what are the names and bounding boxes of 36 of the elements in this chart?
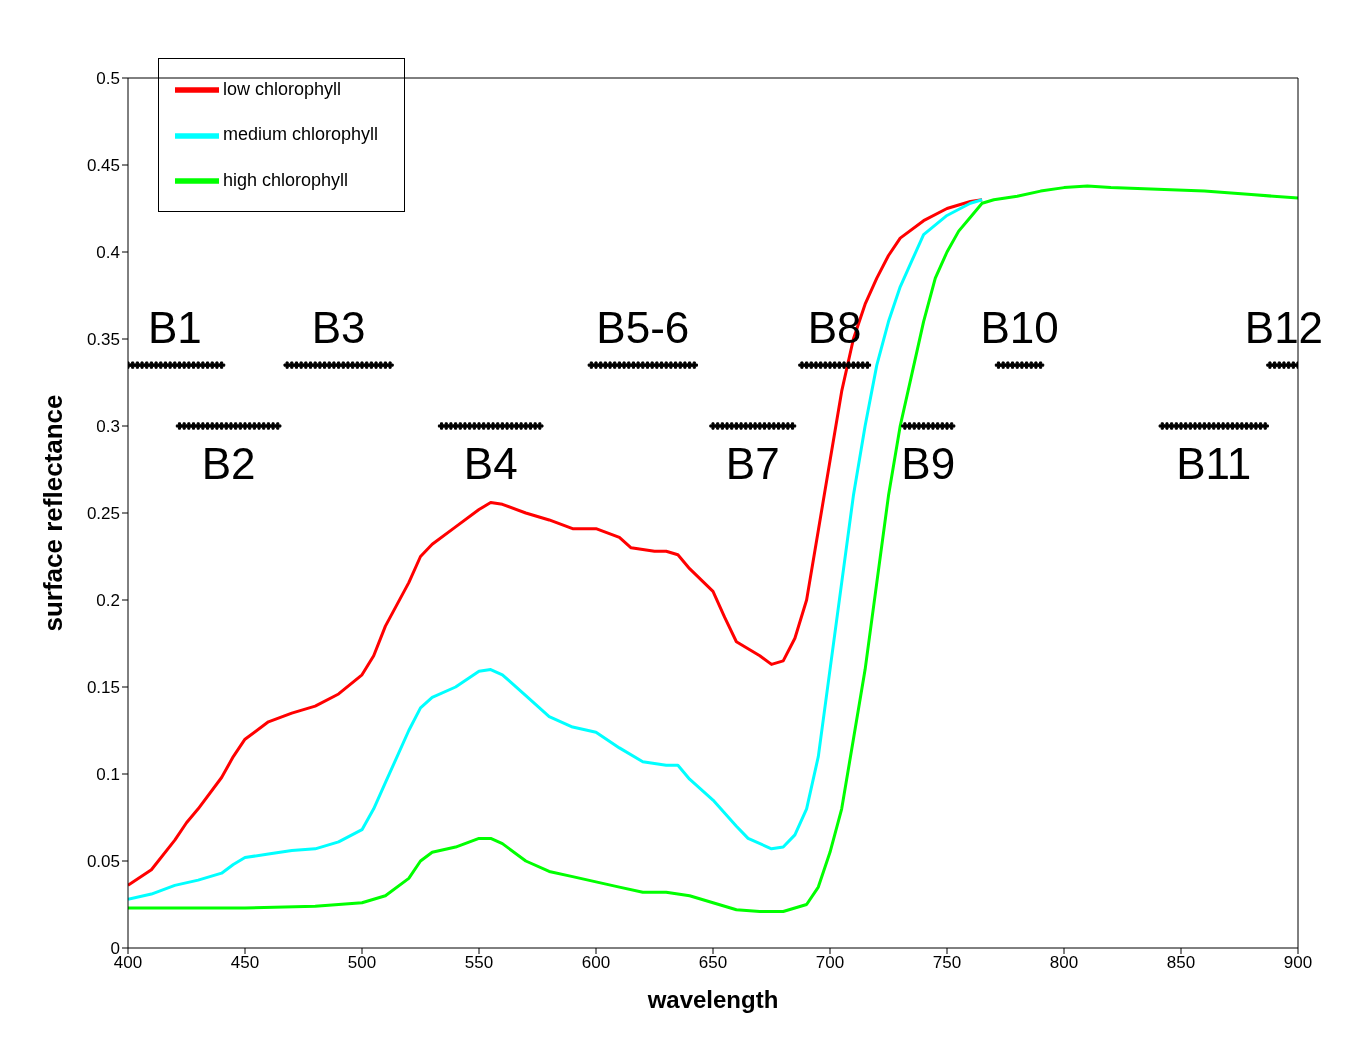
series-label: B1	[147, 303, 202, 353]
series-label: B3	[311, 303, 366, 353]
x-tick-label: 600	[581, 953, 611, 973]
y-tick-label: 0.05	[86, 852, 120, 872]
y-tick-label: 0.5	[96, 69, 120, 89]
series-label: B11	[1176, 439, 1252, 489]
legend-label: low chlorophyll	[223, 79, 342, 99]
y-tick-label: 0.35	[86, 330, 120, 350]
legend-label: medium chlorophyll	[223, 124, 379, 145]
y-axis-title: surface reflectance	[38, 394, 69, 632]
series-label: B12	[1244, 303, 1324, 353]
y-tick-label: 0.2	[96, 591, 120, 611]
x-tick-label: 550	[464, 953, 494, 973]
y-tick-label: 0.45	[86, 156, 120, 176]
series-label: B9	[901, 439, 956, 489]
legend-label: high chlorophyll	[223, 169, 349, 190]
x-tick-label: 450	[230, 953, 260, 973]
x-tick-label: 750	[932, 953, 962, 973]
x-tick-label: 900	[1283, 953, 1313, 973]
x-tick-label: 650	[698, 953, 728, 973]
series-label: B5-6	[596, 303, 690, 353]
x-tick-label: 800	[1049, 953, 1079, 973]
series-label: B4	[463, 439, 518, 489]
y-tick-label: 0.4	[96, 243, 120, 263]
x-tick-label: 850	[1166, 953, 1196, 973]
y-tick-label: 0.25	[86, 504, 120, 524]
x-tick-label: 500	[347, 953, 377, 973]
series-label: B10	[980, 303, 1059, 353]
x-tick-label: 700	[815, 953, 845, 973]
y-tick-label: 0.3	[96, 417, 120, 437]
y-tick-label: 0.1	[96, 765, 120, 785]
x-tick-label: 400	[113, 953, 143, 973]
x-axis-title: wavelength	[646, 986, 779, 1013]
y-tick-label: 0.15	[86, 678, 120, 698]
series-label: B2	[201, 439, 256, 489]
series-label: B7	[725, 439, 780, 489]
